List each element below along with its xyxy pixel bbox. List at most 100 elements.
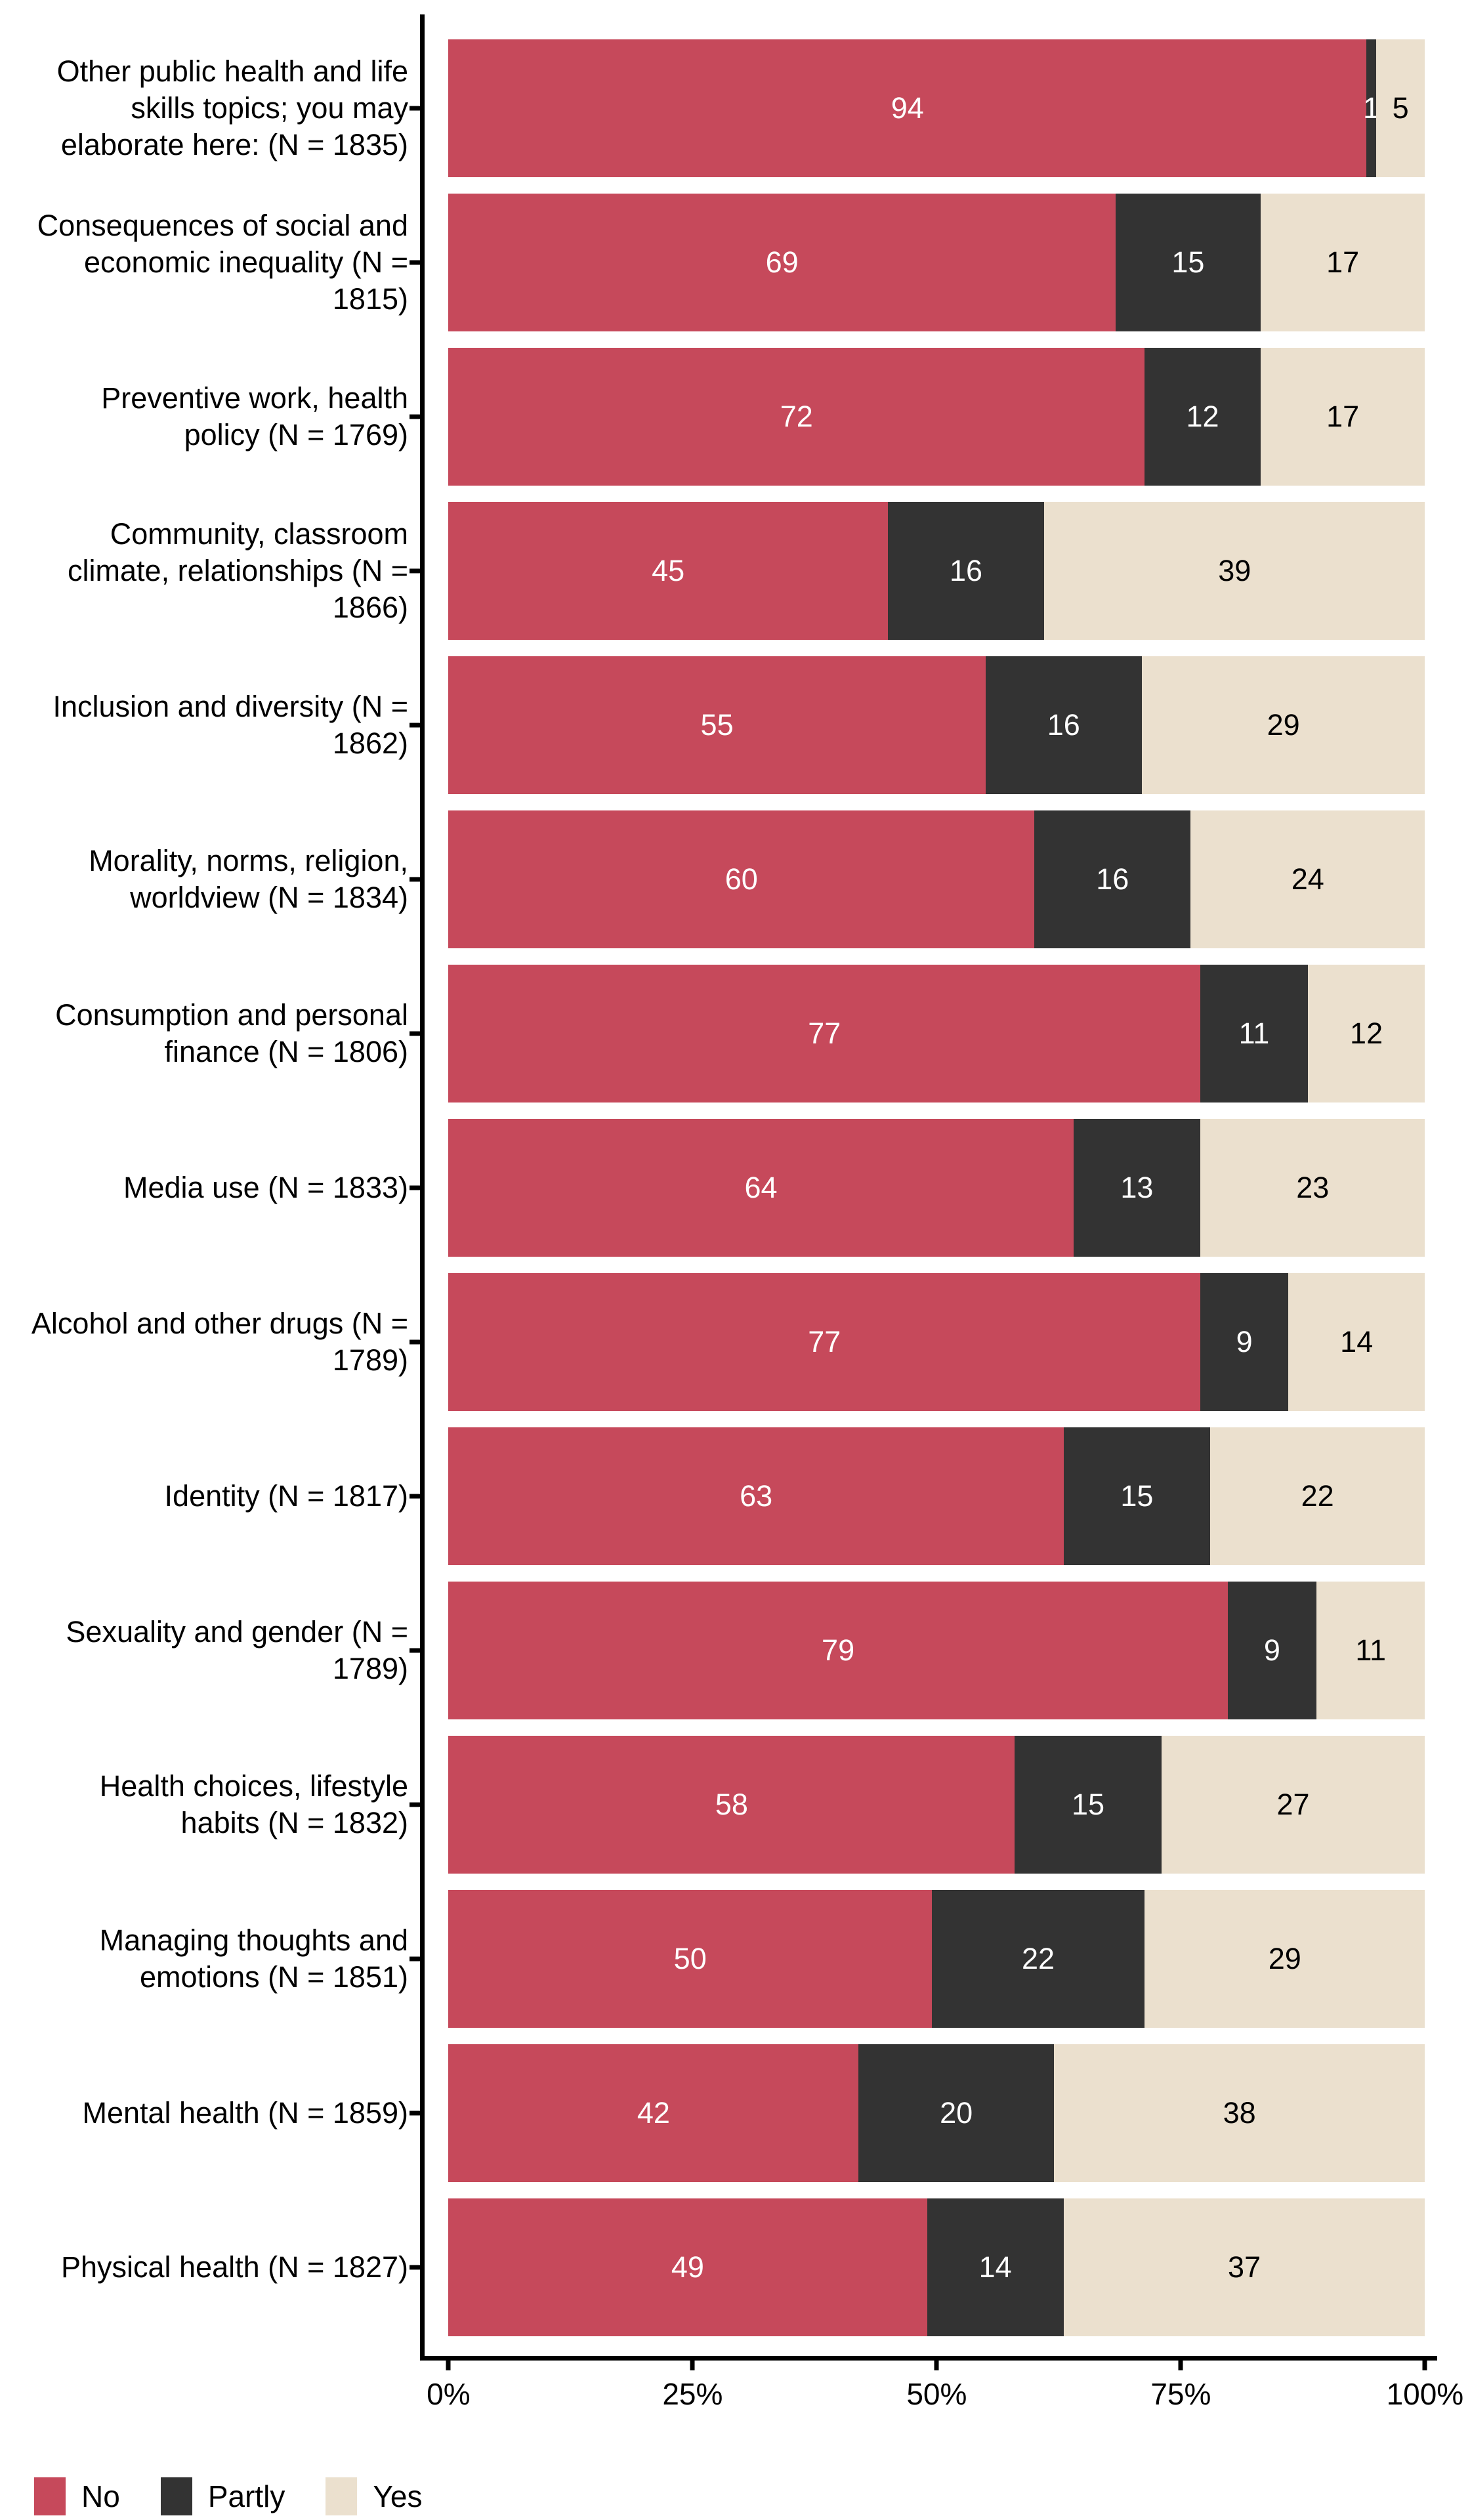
bar-segment-yes: 39 bbox=[1044, 502, 1425, 640]
stacked-bar: 94 1 5 bbox=[420, 39, 1437, 177]
bar-rows: Other public health and life skills topi… bbox=[26, 14, 1437, 2336]
stacked-bar: 63 15 22 bbox=[420, 1427, 1437, 1565]
bar-segment-no: 42 bbox=[448, 2044, 859, 2182]
category-label: Preventive work, health policy (N = 1769… bbox=[101, 381, 408, 452]
y-axis-tick bbox=[410, 414, 420, 419]
bar-segment-partly: 11 bbox=[1200, 965, 1308, 1102]
bar-segment-partly: 20 bbox=[858, 2044, 1054, 2182]
bar-segment-partly: 9 bbox=[1227, 1582, 1317, 1719]
stacked-bar: 55 16 29 bbox=[420, 656, 1437, 794]
legend-swatch-yes bbox=[326, 2477, 358, 2515]
chart-row: Alcohol and other drugs (N = 1789) 77 9 14 bbox=[26, 1273, 1437, 1411]
stacked-bar: 49 14 37 bbox=[420, 2198, 1437, 2336]
x-axis-tick-label: 100% bbox=[1386, 2377, 1464, 2411]
legend: No Partly Yes bbox=[26, 2477, 1437, 2515]
chart-row: Other public health and life skills topi… bbox=[26, 39, 1437, 177]
bar-segment-partly: 16 bbox=[985, 656, 1142, 794]
category-label: Sexuality and gender (N = 1789) bbox=[66, 1615, 408, 1685]
chart-row: Community, classroom climate, relationsh… bbox=[26, 502, 1437, 640]
stacked-bar: 64 13 23 bbox=[420, 1119, 1437, 1257]
legend-label-partly: Partly bbox=[207, 2479, 285, 2513]
bar-segment-no: 64 bbox=[448, 1119, 1074, 1257]
bar-left-expansion bbox=[420, 810, 448, 948]
x-axis-tick bbox=[446, 2361, 451, 2370]
bar-segment-yes: 22 bbox=[1210, 1427, 1425, 1565]
chart-row: Consumption and personal finance (N = 18… bbox=[26, 965, 1437, 1102]
bar-segment-no: 72 bbox=[448, 348, 1145, 486]
y-axis-tick bbox=[410, 2110, 420, 2116]
y-axis-tick bbox=[410, 260, 420, 265]
y-axis-tick bbox=[410, 1339, 420, 1345]
bar-left-expansion bbox=[420, 1119, 448, 1257]
category-label: Morality, norms, religion, worldview (N … bbox=[89, 844, 408, 914]
bar-segment-no: 79 bbox=[448, 1582, 1228, 1719]
x-axis-tick-label: 25% bbox=[662, 2377, 723, 2411]
chart-row: Mental health (N = 1859) 42 20 38 bbox=[26, 2044, 1437, 2182]
bar-left-expansion bbox=[420, 656, 448, 794]
x-axis-tick bbox=[1422, 2361, 1427, 2370]
bar-segment-partly: 15 bbox=[1015, 1736, 1162, 1874]
bar-segment-partly: 16 bbox=[1034, 810, 1191, 948]
bar-segment-partly: 14 bbox=[927, 2198, 1064, 2336]
stacked-bar: 77 11 12 bbox=[420, 965, 1437, 1102]
bar-segment-yes: 37 bbox=[1063, 2198, 1425, 2336]
category-label: Health choices, lifestyle habits (N = 18… bbox=[99, 1769, 408, 1839]
x-axis-tick-label: 0% bbox=[427, 2377, 471, 2411]
y-axis-tick bbox=[410, 723, 420, 728]
legend-label-yes: Yes bbox=[373, 2479, 423, 2513]
bar-segment-partly: 9 bbox=[1200, 1273, 1289, 1411]
y-axis-tick bbox=[410, 106, 420, 111]
chart-row: Health choices, lifestyle habits (N = 18… bbox=[26, 1736, 1437, 1874]
x-axis-tick-label: 50% bbox=[906, 2377, 967, 2411]
y-axis-tick bbox=[410, 1031, 420, 1036]
bar-segment-no: 45 bbox=[448, 502, 888, 640]
stacked-bar: 58 15 27 bbox=[420, 1736, 1437, 1874]
y-axis-tick bbox=[410, 1185, 420, 1190]
legend-item-partly: Partly bbox=[160, 2477, 285, 2515]
bar-left-expansion bbox=[420, 502, 448, 640]
stacked-bar: 60 16 24 bbox=[420, 810, 1437, 948]
bar-segment-partly: 15 bbox=[1115, 194, 1261, 331]
bar-segment-no: 50 bbox=[448, 1890, 933, 2028]
bar-segment-partly: 12 bbox=[1144, 348, 1261, 486]
bar-segment-partly: 1 bbox=[1363, 39, 1379, 177]
bar-segment-yes: 27 bbox=[1161, 1736, 1425, 1874]
category-label: Consequences of social and economic ineq… bbox=[37, 209, 408, 316]
x-axis-tick-label: 75% bbox=[1150, 2377, 1211, 2411]
bar-segment-yes: 29 bbox=[1141, 656, 1425, 794]
bar-segment-no: 77 bbox=[448, 1273, 1201, 1411]
stacked-bar: 72 12 17 bbox=[420, 348, 1437, 486]
bar-segment-no: 77 bbox=[448, 965, 1201, 1102]
y-axis-tick bbox=[410, 877, 420, 882]
bar-segment-yes: 29 bbox=[1144, 1890, 1425, 2028]
bar-segment-no: 63 bbox=[448, 1427, 1064, 1565]
chart-row: Consequences of social and economic ineq… bbox=[26, 194, 1437, 331]
chart-row: Inclusion and diversity (N = 1862) 55 16 29 bbox=[26, 656, 1437, 794]
bar-segment-partly: 16 bbox=[887, 502, 1045, 640]
bar-segment-partly: 13 bbox=[1073, 1119, 1201, 1257]
bar-segment-no: 69 bbox=[448, 194, 1116, 331]
bar-left-expansion bbox=[420, 1736, 448, 1874]
bar-segment-partly: 22 bbox=[932, 1890, 1145, 2028]
x-axis-tick bbox=[1178, 2361, 1183, 2370]
stacked-bar: 79 9 11 bbox=[420, 1582, 1437, 1719]
bar-segment-yes: 17 bbox=[1260, 348, 1425, 486]
bar-left-expansion bbox=[420, 1427, 448, 1565]
bar-segment-yes: 14 bbox=[1288, 1273, 1425, 1411]
chart-row: Media use (N = 1833) 64 13 23 bbox=[26, 1119, 1437, 1257]
stacked-bar: 50 22 29 bbox=[420, 1890, 1437, 2028]
legend-swatch-no bbox=[34, 2477, 66, 2515]
x-axis-tick bbox=[690, 2361, 695, 2370]
bar-segment-yes: 23 bbox=[1200, 1119, 1425, 1257]
bar-segment-yes: 11 bbox=[1316, 1582, 1425, 1719]
bar-segment-no: 60 bbox=[448, 810, 1035, 948]
bar-segment-yes: 38 bbox=[1053, 2044, 1425, 2182]
category-label: Inclusion and diversity (N = 1862) bbox=[52, 690, 409, 760]
category-label: Media use (N = 1833) bbox=[123, 1171, 408, 1205]
bar-left-expansion bbox=[420, 965, 448, 1102]
legend-item-yes: Yes bbox=[326, 2477, 422, 2515]
y-axis-tick bbox=[410, 1648, 420, 1653]
category-label: Other public health and life skills topi… bbox=[56, 54, 408, 161]
bar-left-expansion bbox=[420, 1273, 448, 1411]
